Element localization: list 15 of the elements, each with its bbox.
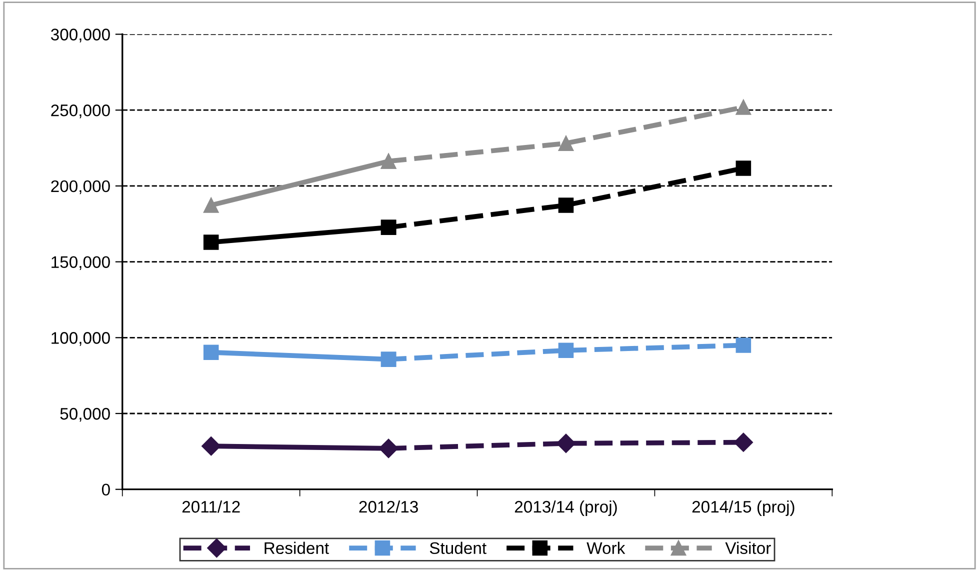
x-tick-label: 2011/12 (182, 500, 240, 513)
legend-label: Resident (264, 542, 330, 554)
y-tick-label: 150,000 (52, 256, 110, 270)
x-tick-label: 2012/13 (359, 500, 418, 513)
legend-label: Work (586, 542, 626, 554)
legend-label: Student (430, 542, 486, 554)
y-tick-label: 250,000 (51, 104, 110, 118)
x-tick-label: 2014/15 (proj) (692, 500, 794, 516)
y-tick-label: 0 (102, 484, 110, 496)
y-tick-label: 50,000 (60, 408, 110, 422)
y-tick-label: 100,000 (52, 332, 110, 346)
y-tick-label: 200,000 (51, 180, 110, 194)
legend-label: Visitor (725, 542, 771, 554)
y-tick-label: 300,000 (50, 28, 110, 42)
x-tick-label: 2013/14 (proj) (514, 500, 617, 516)
